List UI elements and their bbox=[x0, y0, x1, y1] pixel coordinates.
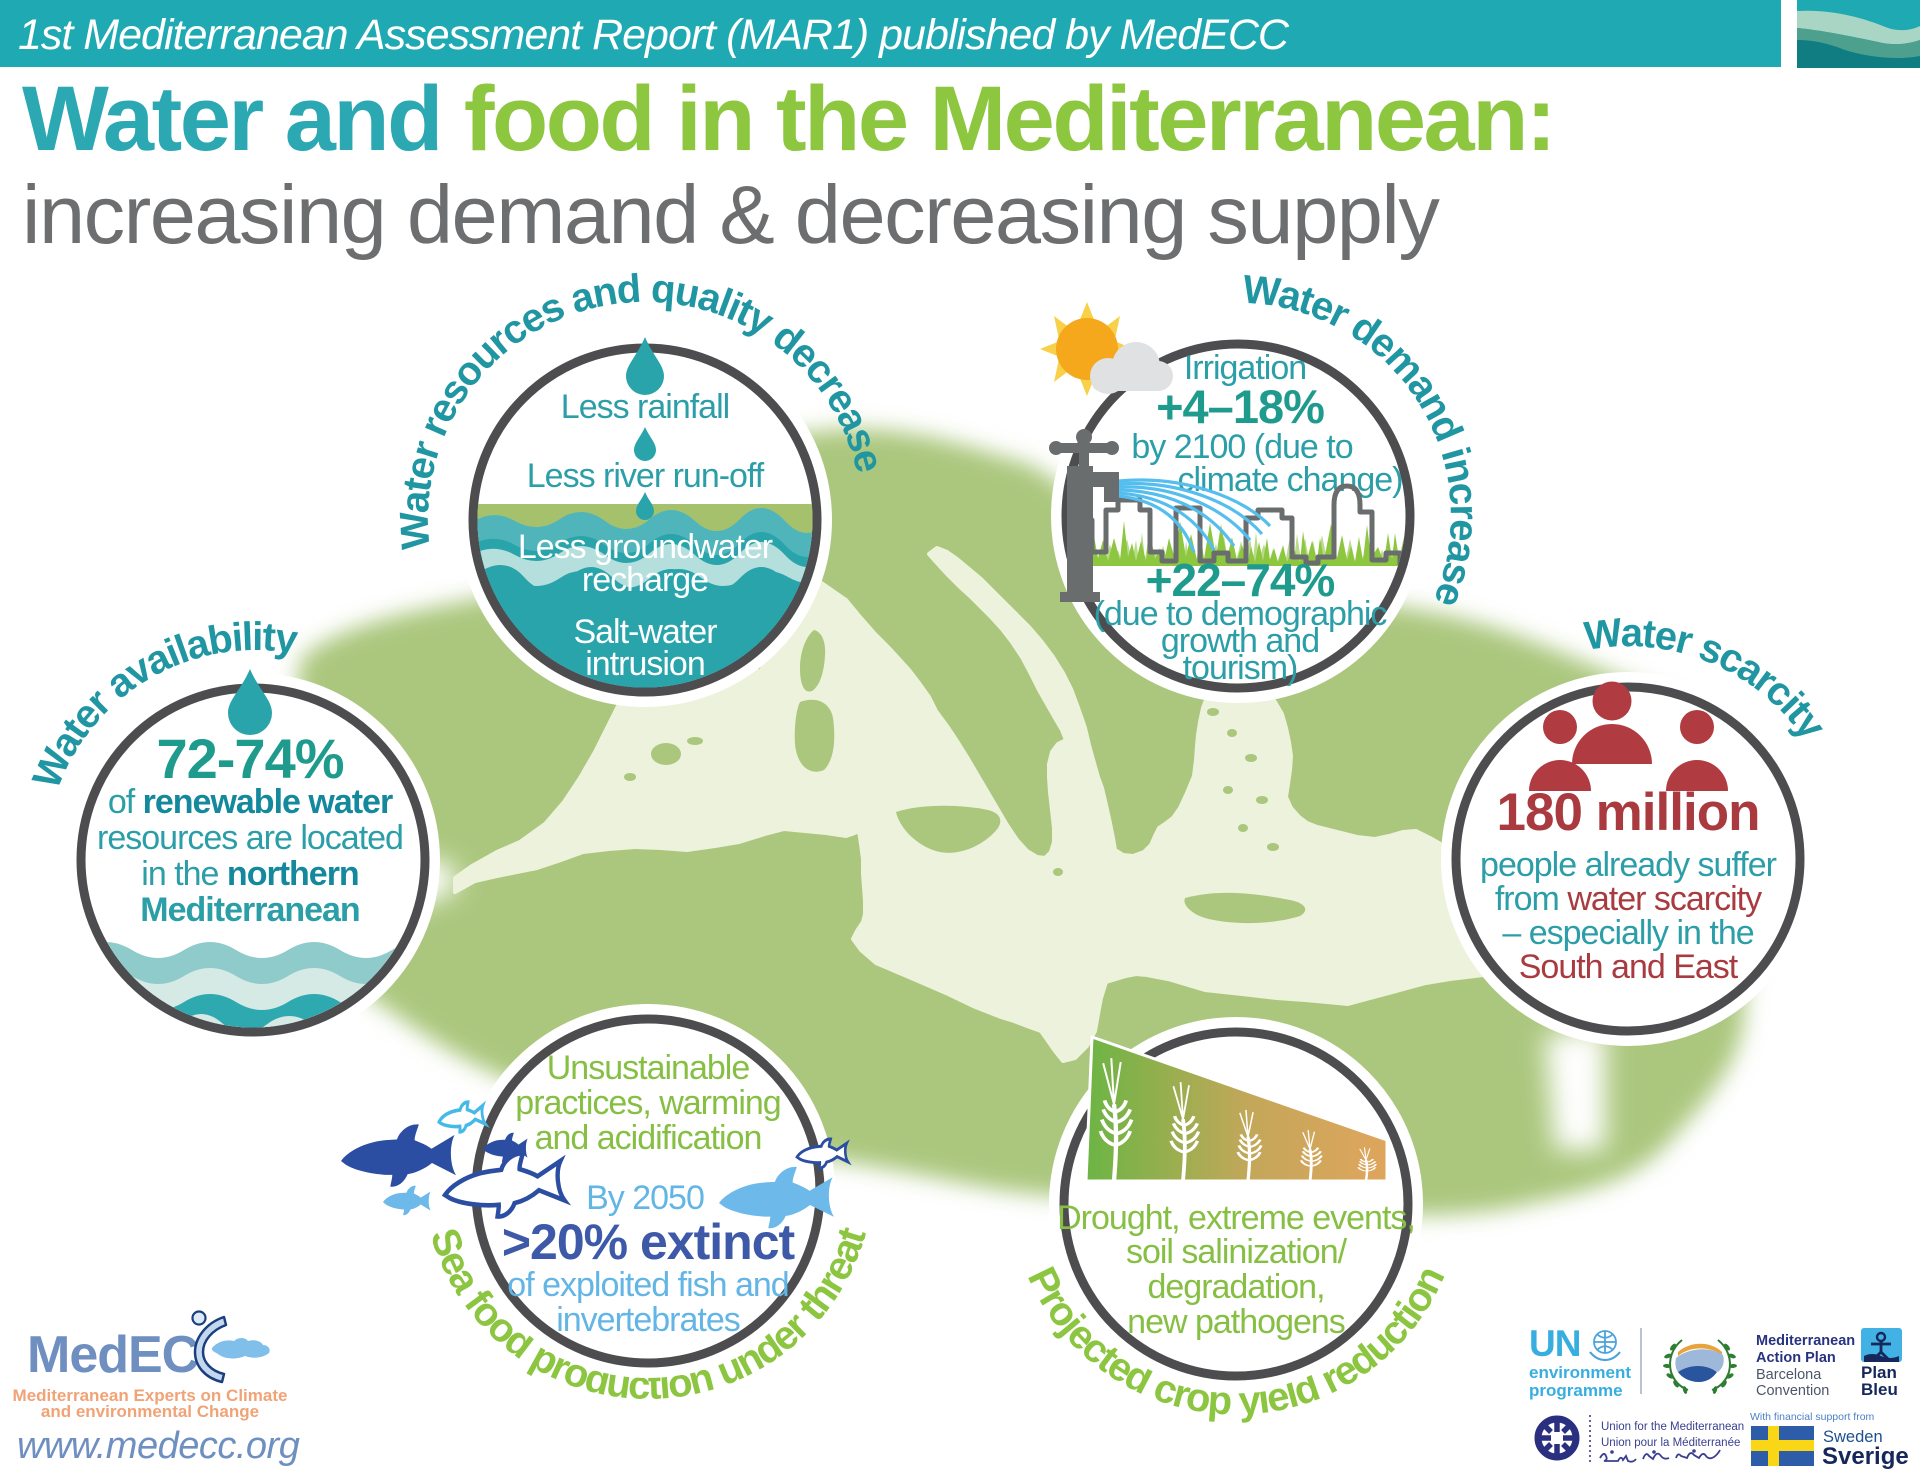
svg-text:invertebrates: invertebrates bbox=[556, 1301, 740, 1339]
svg-text:Unsustainable: Unsustainable bbox=[547, 1049, 750, 1087]
svg-text:intrusion: intrusion bbox=[585, 645, 705, 683]
svg-text:climate change): climate change) bbox=[1177, 461, 1402, 499]
svg-text:degradation,: degradation, bbox=[1147, 1268, 1324, 1306]
svg-text:Bleu: Bleu bbox=[1861, 1380, 1898, 1399]
svg-text:environment: environment bbox=[1529, 1363, 1631, 1382]
svg-text:Plan: Plan bbox=[1861, 1363, 1897, 1382]
svg-text:in the northern: in the northern bbox=[141, 855, 358, 893]
svg-text:from water scarcity: from water scarcity bbox=[1495, 880, 1762, 918]
svg-text:and acidification: and acidification bbox=[535, 1119, 762, 1157]
svg-text:+4–18%: +4–18% bbox=[1156, 380, 1324, 433]
svg-text:+22–74%: +22–74% bbox=[1146, 554, 1335, 606]
svg-text:Water and food in the Mediterr: Water and food in the Mediterranean: bbox=[22, 68, 1554, 170]
svg-text:By 2050: By 2050 bbox=[586, 1179, 704, 1217]
svg-text:With financial support from: With financial support from bbox=[1750, 1411, 1875, 1423]
svg-text:Mediterranean Experts on Clima: Mediterranean Experts on Climate bbox=[13, 1386, 288, 1405]
svg-text:programme: programme bbox=[1529, 1381, 1623, 1400]
svg-text:– especially in the: – especially in the bbox=[1502, 914, 1753, 952]
svg-text:of renewable water: of renewable water bbox=[108, 783, 393, 821]
svg-text:Action Plan: Action Plan bbox=[1756, 1350, 1836, 1366]
svg-text:soil salinization/: soil salinization/ bbox=[1126, 1233, 1348, 1271]
svg-text:Less rainfall: Less rainfall bbox=[561, 388, 729, 426]
svg-text:Sverige: Sverige bbox=[1822, 1443, 1909, 1470]
svg-text:Salt-water: Salt-water bbox=[573, 613, 717, 651]
svg-text:tourism): tourism) bbox=[1183, 649, 1298, 687]
svg-text:180 million: 180 million bbox=[1497, 783, 1760, 842]
svg-text:Less groundwater: Less groundwater bbox=[518, 528, 773, 566]
svg-text:Irrigation: Irrigation bbox=[1184, 349, 1306, 387]
svg-text:Union pour la Méditerranée: Union pour la Méditerranée bbox=[1601, 1437, 1740, 1449]
svg-text:new pathogens: new pathogens bbox=[1127, 1303, 1345, 1341]
svg-text:of exploited fish and: of exploited fish and bbox=[507, 1266, 788, 1304]
svg-text:Sweden: Sweden bbox=[1823, 1428, 1883, 1446]
svg-text:Union for the Mediterranean: Union for the Mediterranean bbox=[1601, 1421, 1744, 1433]
svg-text:growth and: growth and bbox=[1161, 622, 1319, 660]
svg-text:Drought, extreme events,: Drought, extreme events, bbox=[1057, 1199, 1415, 1237]
svg-text:Barcelona: Barcelona bbox=[1756, 1367, 1822, 1383]
svg-text:(due to demographic: (due to demographic bbox=[1094, 595, 1388, 633]
svg-text:people already suffer: people already suffer bbox=[1480, 846, 1777, 884]
svg-text:resources are located: resources are located bbox=[97, 819, 403, 857]
svg-text:MedEC: MedEC bbox=[27, 1326, 199, 1384]
svg-text:Mediterranean: Mediterranean bbox=[1756, 1333, 1855, 1349]
svg-text:and environmental Change: and environmental Change bbox=[41, 1402, 259, 1421]
svg-text:Convention: Convention bbox=[1756, 1383, 1829, 1399]
svg-text:72-74%: 72-74% bbox=[156, 727, 343, 790]
svg-text:>20% extinct: >20% extinct bbox=[502, 1214, 796, 1270]
svg-text:Less river run-off: Less river run-off bbox=[527, 457, 765, 495]
svg-text:UN: UN bbox=[1529, 1323, 1580, 1364]
svg-text:by 2100 (due to: by 2100 (due to bbox=[1131, 428, 1352, 466]
svg-text:increasing demand & decreasing: increasing demand & decreasing supply bbox=[22, 168, 1440, 261]
svg-text:Mediterranean: Mediterranean bbox=[140, 891, 359, 929]
svg-text:recharge: recharge bbox=[582, 561, 708, 599]
svg-text:South and East: South and East bbox=[1519, 948, 1739, 986]
svg-text:practices, warming: practices, warming bbox=[515, 1084, 780, 1122]
svg-text:www.medecc.org: www.medecc.org bbox=[17, 1425, 300, 1467]
svg-text:1st Mediterranean Assessment R: 1st Mediterranean Assessment Report (MAR… bbox=[18, 11, 1290, 59]
